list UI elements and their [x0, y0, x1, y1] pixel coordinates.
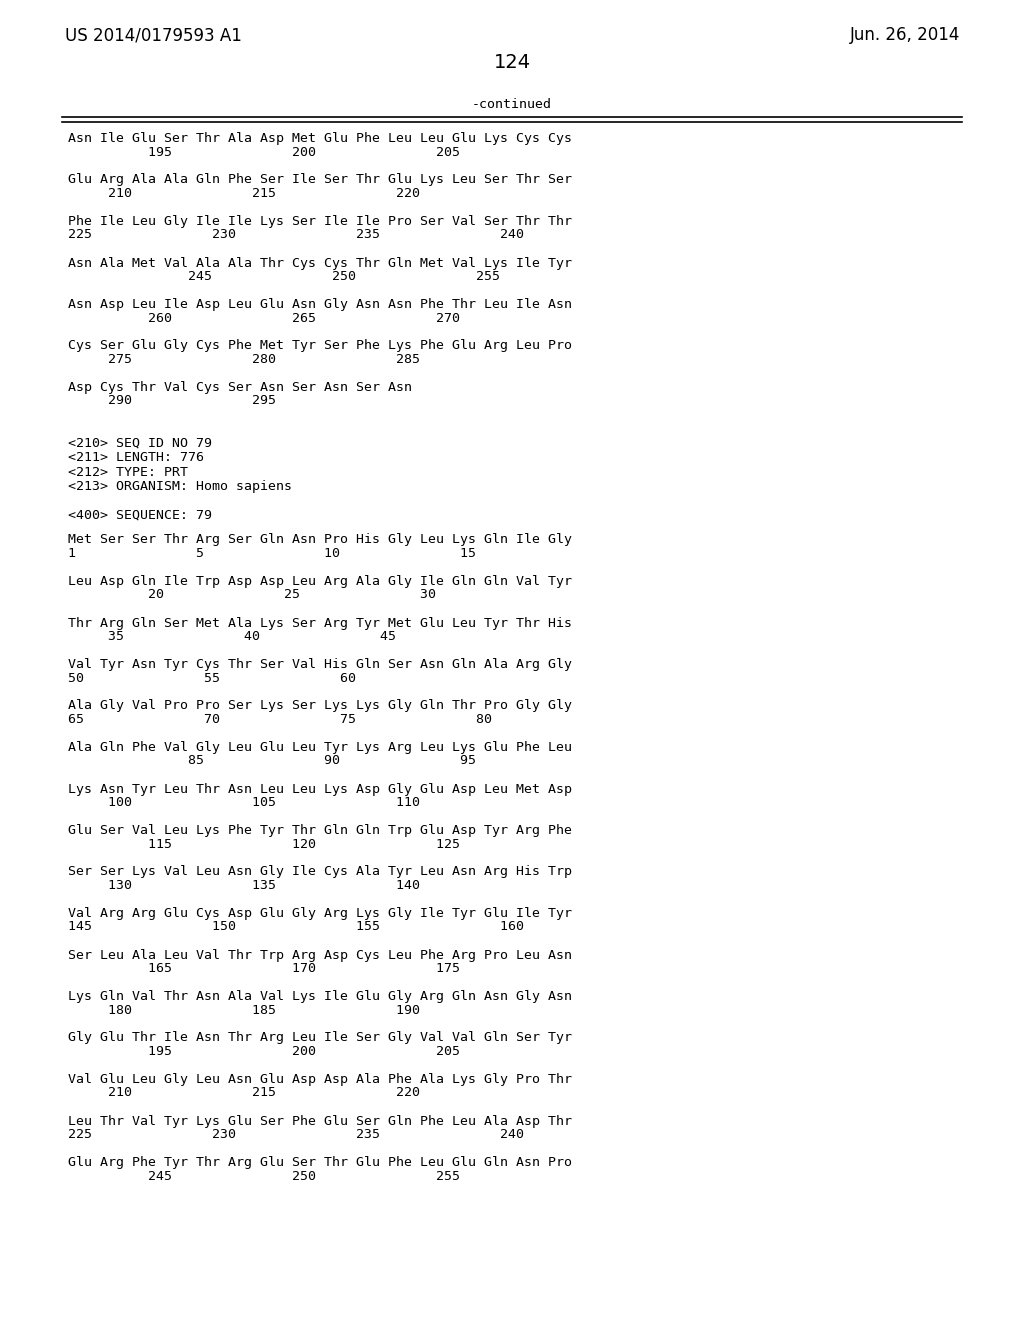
Text: 245               250               255: 245 250 255	[68, 271, 500, 282]
Text: 195               200               205: 195 200 205	[68, 145, 460, 158]
Text: Phe Ile Leu Gly Ile Ile Lys Ser Ile Ile Pro Ser Val Ser Thr Thr: Phe Ile Leu Gly Ile Ile Lys Ser Ile Ile …	[68, 215, 572, 228]
Text: 100               105               110: 100 105 110	[68, 796, 420, 809]
Text: Lys Asn Tyr Leu Thr Asn Leu Leu Lys Asp Gly Glu Asp Leu Met Asp: Lys Asn Tyr Leu Thr Asn Leu Leu Lys Asp …	[68, 783, 572, 796]
Text: Leu Asp Gln Ile Trp Asp Asp Leu Arg Ala Gly Ile Gln Gln Val Tyr: Leu Asp Gln Ile Trp Asp Asp Leu Arg Ala …	[68, 576, 572, 587]
Text: Asn Asp Leu Ile Asp Leu Glu Asn Gly Asn Asn Phe Thr Leu Ile Asn: Asn Asp Leu Ile Asp Leu Glu Asn Gly Asn …	[68, 298, 572, 312]
Text: <210> SEQ ID NO 79: <210> SEQ ID NO 79	[68, 437, 212, 450]
Text: Lys Gln Val Thr Asn Ala Val Lys Ile Glu Gly Arg Gln Asn Gly Asn: Lys Gln Val Thr Asn Ala Val Lys Ile Glu …	[68, 990, 572, 1003]
Text: <213> ORGANISM: Homo sapiens: <213> ORGANISM: Homo sapiens	[68, 480, 292, 492]
Text: 195               200               205: 195 200 205	[68, 1045, 460, 1059]
Text: 145               150               155               160: 145 150 155 160	[68, 920, 524, 933]
Text: -continued: -continued	[472, 99, 552, 111]
Text: Val Glu Leu Gly Leu Asn Glu Asp Asp Ala Phe Ala Lys Gly Pro Thr: Val Glu Leu Gly Leu Asn Glu Asp Asp Ala …	[68, 1073, 572, 1086]
Text: <212> TYPE: PRT: <212> TYPE: PRT	[68, 466, 188, 479]
Text: Asn Ala Met Val Ala Ala Thr Cys Cys Thr Gln Met Val Lys Ile Tyr: Asn Ala Met Val Ala Ala Thr Cys Cys Thr …	[68, 256, 572, 269]
Text: Ser Ser Lys Val Leu Asn Gly Ile Cys Ala Tyr Leu Asn Arg His Trp: Ser Ser Lys Val Leu Asn Gly Ile Cys Ala …	[68, 866, 572, 879]
Text: 20               25               30: 20 25 30	[68, 589, 436, 602]
Text: 210               215               220: 210 215 220	[68, 187, 420, 201]
Text: Glu Arg Ala Ala Gln Phe Ser Ile Ser Thr Glu Lys Leu Ser Thr Ser: Glu Arg Ala Ala Gln Phe Ser Ile Ser Thr …	[68, 173, 572, 186]
Text: 225               230               235               240: 225 230 235 240	[68, 228, 524, 242]
Text: 165               170               175: 165 170 175	[68, 962, 460, 975]
Text: Met Ser Ser Thr Arg Ser Gln Asn Pro His Gly Leu Lys Gln Ile Gly: Met Ser Ser Thr Arg Ser Gln Asn Pro His …	[68, 533, 572, 546]
Text: <400> SEQUENCE: 79: <400> SEQUENCE: 79	[68, 510, 212, 521]
Text: 85               90               95: 85 90 95	[68, 755, 476, 767]
Text: 225               230               235               240: 225 230 235 240	[68, 1129, 524, 1140]
Text: Ala Gln Phe Val Gly Leu Glu Leu Tyr Lys Arg Leu Lys Glu Phe Leu: Ala Gln Phe Val Gly Leu Glu Leu Tyr Lys …	[68, 741, 572, 754]
Text: Gly Glu Thr Ile Asn Thr Arg Leu Ile Ser Gly Val Val Gln Ser Tyr: Gly Glu Thr Ile Asn Thr Arg Leu Ile Ser …	[68, 1031, 572, 1044]
Text: Glu Arg Phe Tyr Thr Arg Glu Ser Thr Glu Phe Leu Glu Gln Asn Pro: Glu Arg Phe Tyr Thr Arg Glu Ser Thr Glu …	[68, 1156, 572, 1170]
Text: Asp Cys Thr Val Cys Ser Asn Ser Asn Ser Asn: Asp Cys Thr Val Cys Ser Asn Ser Asn Ser …	[68, 381, 412, 393]
Text: Ala Gly Val Pro Pro Ser Lys Ser Lys Lys Gly Gln Thr Pro Gly Gly: Ala Gly Val Pro Pro Ser Lys Ser Lys Lys …	[68, 700, 572, 713]
Text: Leu Thr Val Tyr Lys Glu Ser Phe Glu Ser Gln Phe Leu Ala Asp Thr: Leu Thr Val Tyr Lys Glu Ser Phe Glu Ser …	[68, 1114, 572, 1127]
Text: 35               40               45: 35 40 45	[68, 630, 396, 643]
Text: US 2014/0179593 A1: US 2014/0179593 A1	[65, 26, 242, 44]
Text: 275               280               285: 275 280 285	[68, 352, 420, 366]
Text: 210               215               220: 210 215 220	[68, 1086, 420, 1100]
Text: 50               55               60: 50 55 60	[68, 672, 356, 685]
Text: Asn Ile Glu Ser Thr Ala Asp Met Glu Phe Leu Leu Glu Lys Cys Cys: Asn Ile Glu Ser Thr Ala Asp Met Glu Phe …	[68, 132, 572, 145]
Text: Cys Ser Glu Gly Cys Phe Met Tyr Ser Phe Lys Phe Glu Arg Leu Pro: Cys Ser Glu Gly Cys Phe Met Tyr Ser Phe …	[68, 339, 572, 352]
Text: Val Arg Arg Glu Cys Asp Glu Gly Arg Lys Gly Ile Tyr Glu Ile Tyr: Val Arg Arg Glu Cys Asp Glu Gly Arg Lys …	[68, 907, 572, 920]
Text: Ser Leu Ala Leu Val Thr Trp Arg Asp Cys Leu Phe Arg Pro Leu Asn: Ser Leu Ala Leu Val Thr Trp Arg Asp Cys …	[68, 949, 572, 961]
Text: Glu Ser Val Leu Lys Phe Tyr Thr Gln Gln Trp Glu Asp Tyr Arg Phe: Glu Ser Val Leu Lys Phe Tyr Thr Gln Gln …	[68, 824, 572, 837]
Text: 65               70               75               80: 65 70 75 80	[68, 713, 492, 726]
Text: <211> LENGTH: 776: <211> LENGTH: 776	[68, 451, 204, 465]
Text: Val Tyr Asn Tyr Cys Thr Ser Val His Gln Ser Asn Gln Ala Arg Gly: Val Tyr Asn Tyr Cys Thr Ser Val His Gln …	[68, 657, 572, 671]
Text: 290               295: 290 295	[68, 395, 276, 408]
Text: 1               5               10               15: 1 5 10 15	[68, 546, 476, 560]
Text: 115               120               125: 115 120 125	[68, 837, 460, 850]
Text: 180               185               190: 180 185 190	[68, 1003, 420, 1016]
Text: 245               250               255: 245 250 255	[68, 1170, 460, 1183]
Text: 124: 124	[494, 53, 530, 71]
Text: Jun. 26, 2014: Jun. 26, 2014	[850, 26, 961, 44]
Text: Thr Arg Gln Ser Met Ala Lys Ser Arg Tyr Met Glu Leu Tyr Thr His: Thr Arg Gln Ser Met Ala Lys Ser Arg Tyr …	[68, 616, 572, 630]
Text: 130               135               140: 130 135 140	[68, 879, 420, 892]
Text: 260               265               270: 260 265 270	[68, 312, 460, 325]
